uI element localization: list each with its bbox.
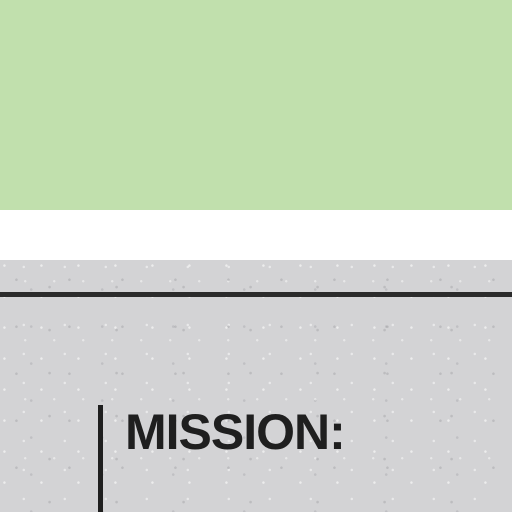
stone-speckle-texture bbox=[0, 260, 512, 512]
mission-section-label: MISSION: bbox=[125, 404, 346, 460]
white-divider-gap bbox=[0, 210, 512, 260]
stone-texture-panel bbox=[0, 260, 512, 512]
section-accent-bar bbox=[98, 405, 103, 512]
horizontal-rule bbox=[0, 292, 512, 297]
green-header-panel bbox=[0, 0, 512, 210]
